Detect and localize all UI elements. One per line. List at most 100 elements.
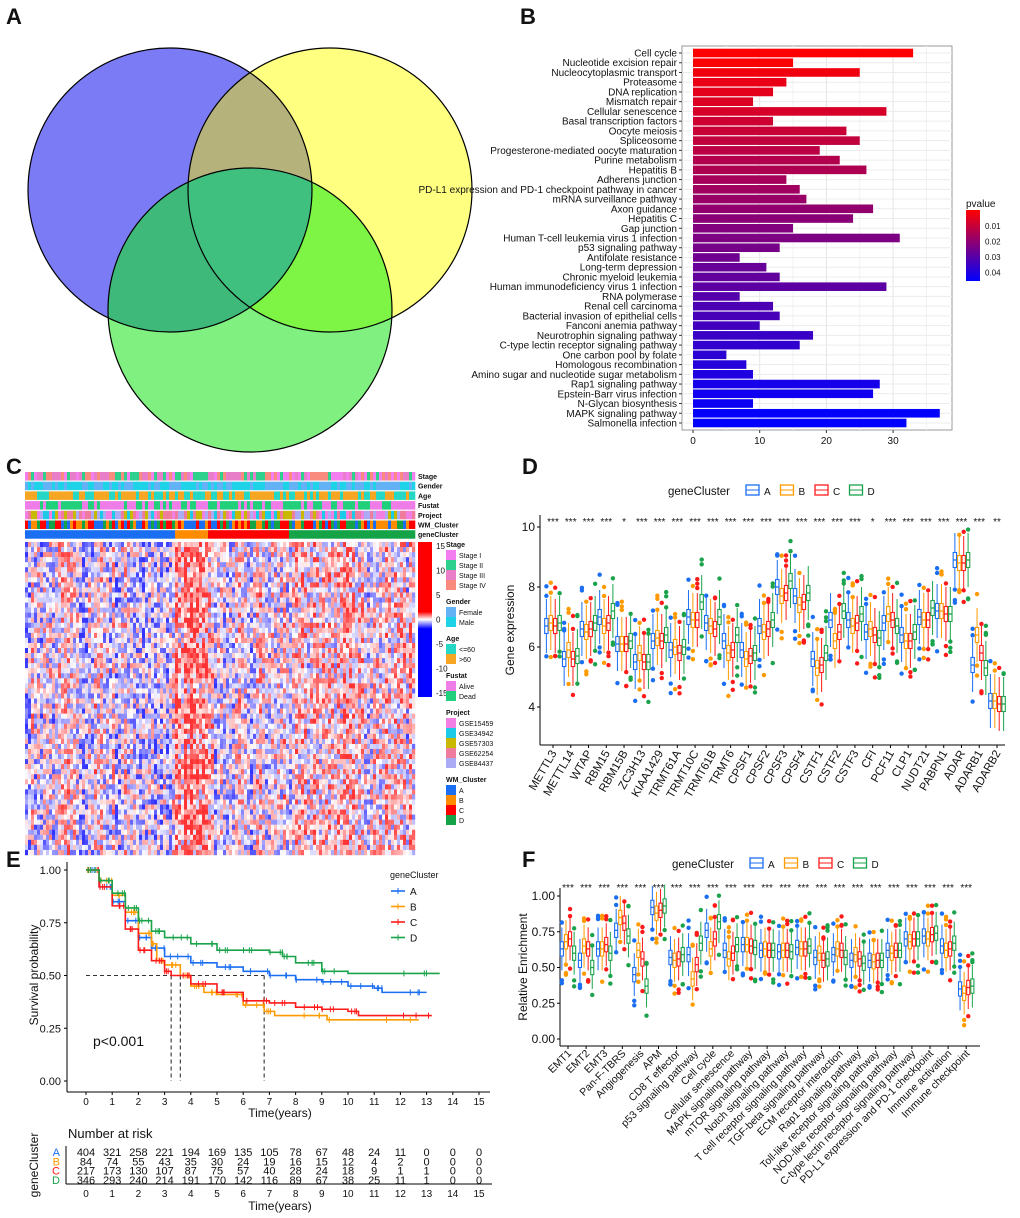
heatmap-cell xyxy=(88,592,92,598)
heatmap-cell xyxy=(169,622,173,629)
heatmap-cell xyxy=(133,557,137,563)
annotation-cell xyxy=(40,520,44,529)
heatmap-cell xyxy=(133,789,137,795)
heatmap-cell xyxy=(169,597,173,603)
heatmap-cell xyxy=(163,607,167,613)
heatmap-cell xyxy=(160,728,164,735)
annotation-cell xyxy=(223,530,227,539)
heatmap-cell xyxy=(76,789,80,795)
heatmap-cell xyxy=(34,743,38,750)
heatmap-cell xyxy=(169,587,173,593)
annotation-cell xyxy=(286,520,290,529)
heatmap-cell xyxy=(154,764,158,770)
heatmap-cell xyxy=(133,779,137,785)
annotation-cell xyxy=(79,501,83,510)
heatmap-cell xyxy=(112,663,116,669)
annotation-cell xyxy=(88,501,92,510)
heatmap-cell xyxy=(184,552,188,558)
annotation-cell xyxy=(91,481,95,491)
annotation-cell xyxy=(262,510,266,520)
heatmap-cell xyxy=(58,849,62,856)
heatmap-cell xyxy=(112,693,116,699)
annotation-cell xyxy=(217,472,221,481)
annotation-cell xyxy=(397,520,401,529)
heatmap-cell xyxy=(142,774,146,780)
heatmap-cell xyxy=(49,547,53,553)
heatmap-cell xyxy=(31,723,35,729)
heatmap-cell xyxy=(73,814,77,820)
heatmap-cell xyxy=(70,733,74,740)
heatmap-cell xyxy=(139,708,143,714)
annotation-cell xyxy=(388,501,392,510)
heatmap-cell xyxy=(139,849,143,856)
heatmap-cell xyxy=(163,844,167,851)
heatmap-cell xyxy=(121,809,125,815)
annotation-cell xyxy=(301,520,305,529)
annotation-cell xyxy=(61,501,65,510)
heatmap-cell xyxy=(211,552,215,558)
heatmap-cell xyxy=(103,814,107,820)
heatmap-cell xyxy=(121,663,125,669)
heatmap-cell xyxy=(106,794,110,800)
heatmap-cell xyxy=(31,754,35,760)
heatmap-cell xyxy=(91,804,95,810)
annotation-cell xyxy=(139,472,143,481)
heatmap-cell xyxy=(112,713,116,719)
heatmap-cell xyxy=(193,597,197,603)
heatmap-cell xyxy=(175,748,179,755)
heatmap-cell xyxy=(151,542,155,548)
heatmap-cell xyxy=(202,844,206,851)
annotation-cell xyxy=(211,491,215,500)
heatmap-cell xyxy=(106,557,110,563)
heatmap-cell xyxy=(175,587,179,593)
heatmap-cell xyxy=(61,658,65,664)
annotation-cell xyxy=(196,491,200,500)
heatmap-cell xyxy=(70,663,74,669)
heatmap-cell xyxy=(184,713,188,719)
heatmap-cell xyxy=(163,809,167,815)
heatmap-cell xyxy=(106,774,110,780)
heatmap-cell xyxy=(178,834,182,841)
heatmap-cell xyxy=(79,648,83,654)
heatmap-cell xyxy=(88,542,92,548)
heatmap-cell xyxy=(160,819,164,825)
heatmap-cell xyxy=(172,713,176,719)
heatmap-cell xyxy=(127,673,131,679)
annotation-cell xyxy=(361,501,365,510)
heatmap-cell xyxy=(100,612,104,618)
heatmap-cell xyxy=(130,733,134,740)
heatmap-cell xyxy=(31,658,35,664)
heatmap-cell xyxy=(49,622,53,629)
heatmap-cell xyxy=(142,572,146,578)
heatmap-cell xyxy=(127,809,131,815)
heatmap-cell xyxy=(91,663,95,669)
heatmap-cell xyxy=(100,779,104,785)
annotation-cell xyxy=(286,510,290,520)
heatmap-cell xyxy=(31,572,35,578)
heatmap-cell xyxy=(61,552,65,558)
heatmap-cell xyxy=(154,582,158,588)
heatmap-cell xyxy=(196,567,200,573)
bar xyxy=(693,146,820,155)
annotation-cell xyxy=(100,491,104,500)
heatmap-cell xyxy=(37,754,41,760)
heatmap-cell xyxy=(52,834,56,841)
heatmap-cell xyxy=(34,839,38,846)
heatmap-cell xyxy=(136,547,140,553)
heatmap-cell xyxy=(196,743,200,750)
annotation-cell xyxy=(55,520,59,529)
heatmap-cell xyxy=(52,849,56,856)
heatmap-cell xyxy=(37,713,41,719)
heatmap-cell xyxy=(193,824,197,830)
heatmap-cell xyxy=(148,607,152,613)
heatmap-cell xyxy=(88,728,92,735)
heatmap-cell xyxy=(37,708,41,714)
heatmap-cell xyxy=(85,567,89,573)
heatmap-cell xyxy=(85,759,89,765)
heatmap-cell xyxy=(73,542,77,548)
heatmap-cell xyxy=(31,774,35,780)
annotation-cell xyxy=(259,520,263,529)
annotation-cell xyxy=(142,520,146,529)
heatmap-cell xyxy=(103,592,107,598)
heatmap-cell xyxy=(106,718,110,724)
